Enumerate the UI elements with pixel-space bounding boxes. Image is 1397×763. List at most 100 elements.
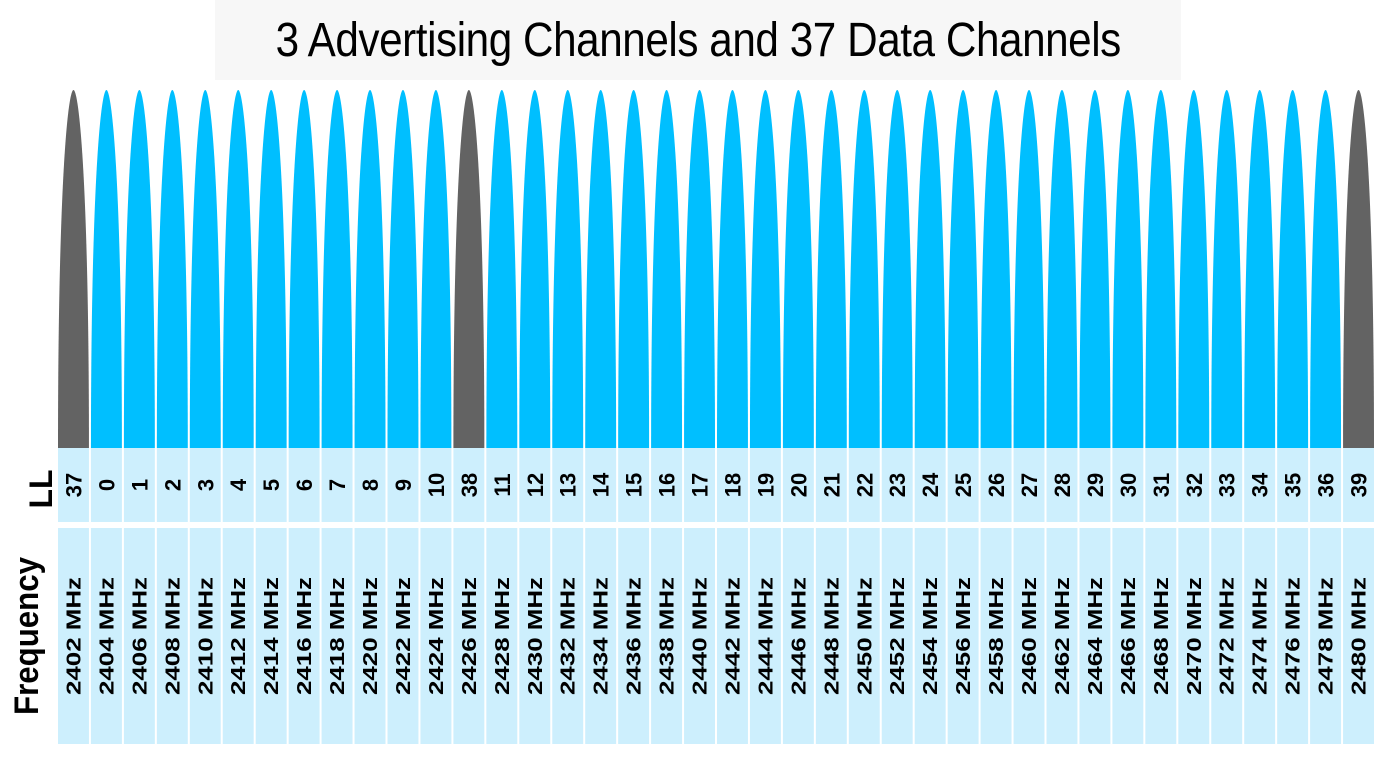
ll-channel-number: 32 (1182, 473, 1207, 497)
ll-cell (585, 448, 617, 522)
diagram-title: 3 Advertising Channels and 37 Data Chann… (275, 13, 1121, 67)
data-channel-lobe-34 (1244, 90, 1276, 448)
ll-channel-number: 35 (1281, 473, 1306, 497)
ll-cell (1310, 448, 1342, 522)
ll-cell (255, 448, 287, 522)
ll-cell (651, 448, 683, 522)
ll-channel-number: 3 (193, 479, 218, 491)
data-channel-lobe-8 (354, 90, 386, 448)
ll-channel-number: 36 (1314, 473, 1339, 497)
frequency-value: 2430 MHz (525, 577, 547, 695)
frequency-cell (1145, 528, 1177, 744)
frequency-cell (552, 528, 584, 744)
ll-cell (387, 448, 419, 522)
frequency-value: 2434 MHz (591, 577, 613, 695)
ll-cell (749, 448, 781, 522)
data-channel-lobe-2 (156, 90, 188, 448)
data-channel-lobe-31 (1145, 90, 1177, 448)
ll-cell (1343, 448, 1374, 522)
frequency-value: 2440 MHz (690, 577, 712, 695)
frequency-cell (90, 528, 122, 744)
frequency-cell (947, 528, 979, 744)
ll-channel-number: 38 (457, 473, 482, 497)
data-channel-lobe-1 (123, 90, 155, 448)
frequency-cell (585, 528, 617, 744)
ll-cell (58, 448, 89, 522)
ll-cell (354, 448, 386, 522)
frequency-cell (189, 528, 221, 744)
frequency-cell (1079, 528, 1111, 744)
frequency-cell (288, 528, 320, 744)
ll-channel-number: 33 (1215, 473, 1240, 497)
ll-channel-number: 30 (1116, 473, 1141, 497)
title-banner: 3 Advertising Channels and 37 Data Chann… (215, 0, 1181, 80)
ll-cell (1277, 448, 1309, 522)
frequency-cell (684, 528, 715, 744)
ll-channel-number: 14 (589, 472, 614, 497)
frequency-cell (58, 528, 89, 744)
ll-cell (123, 448, 155, 522)
frequency-cell (519, 528, 551, 744)
ll-cell (189, 448, 221, 522)
frequency-cell (980, 528, 1012, 744)
data-channel-lobe-17 (684, 90, 715, 448)
ll-row-label: LL (23, 469, 59, 508)
ll-channel-number: 39 (1347, 473, 1372, 497)
ll-row: 37 0 1 2 3 4 5 6 7 8 9 10 38 11 12 13 14 15 16 17 18 19 20 21 22… (58, 448, 1374, 522)
data-channel-lobe-13 (552, 90, 584, 448)
frequency-value: 2408 MHz (162, 577, 184, 695)
frequency-cell (1112, 528, 1144, 744)
ll-channel-number: 37 (61, 473, 86, 497)
ll-channel-number: 9 (391, 479, 416, 491)
frequency-cell (1178, 528, 1210, 744)
frequency-value: 2470 MHz (1184, 577, 1206, 695)
data-channel-lobe-30 (1112, 90, 1144, 448)
data-channel-lobe-32 (1178, 90, 1210, 448)
ll-cell (1112, 448, 1144, 522)
ll-cell (618, 448, 650, 522)
ll-channel-number: 2 (160, 479, 185, 491)
ll-channel-number: 13 (556, 473, 581, 497)
frequency-value: 2472 MHz (1217, 577, 1239, 695)
data-channel-lobe-33 (1211, 90, 1243, 448)
ll-channel-number: 34 (1248, 472, 1273, 497)
ll-channel-number: 11 (490, 473, 515, 496)
frequency-value: 2456 MHz (953, 577, 975, 695)
ll-cell (980, 448, 1012, 522)
ll-channel-number: 29 (1083, 473, 1108, 497)
frequency-value: 2414 MHz (261, 577, 283, 695)
advertising-channel-lobe-37 (58, 90, 89, 448)
frequency-cell (387, 528, 419, 744)
data-channel-lobe-3 (189, 90, 221, 448)
data-channel-lobe-15 (618, 90, 650, 448)
data-channel-lobe-28 (1046, 90, 1078, 448)
channel-lobes (58, 90, 1374, 448)
frequency-value: 2438 MHz (657, 577, 679, 695)
frequency-value: 2464 MHz (1085, 577, 1107, 695)
data-channel-lobe-4 (222, 90, 254, 448)
ll-channel-number: 5 (259, 479, 284, 491)
frequency-cell (1211, 528, 1243, 744)
ll-cell (848, 448, 880, 522)
ll-channel-number: 16 (655, 473, 680, 497)
frequency-cell (321, 528, 353, 744)
frequency-cell (255, 528, 287, 744)
ll-cell (552, 448, 584, 522)
frequency-value: 2450 MHz (854, 577, 876, 695)
ll-cell (1244, 448, 1276, 522)
frequency-cell (848, 528, 880, 744)
frequency-cell (618, 528, 650, 744)
ll-channel-number: 6 (292, 479, 317, 491)
frequency-value: 2436 MHz (624, 577, 646, 695)
ll-cell (453, 448, 485, 522)
ll-channel-number: 0 (94, 479, 119, 491)
frequency-cell (815, 528, 847, 744)
frequency-value: 2476 MHz (1283, 577, 1305, 695)
frequency-cell (1013, 528, 1045, 744)
data-channel-lobe-0 (90, 90, 122, 448)
ll-cell (1178, 448, 1210, 522)
data-channel-lobe-7 (321, 90, 353, 448)
ll-cell (717, 448, 748, 522)
ll-cell (947, 448, 979, 522)
data-channel-lobe-24 (914, 90, 946, 448)
